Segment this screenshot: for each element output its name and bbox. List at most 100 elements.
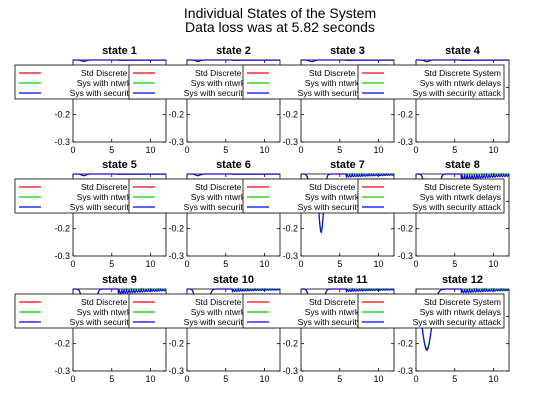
x-tick-label: 0 bbox=[70, 259, 75, 269]
subplot-title: state 7 bbox=[330, 159, 365, 171]
legend-label: Sys with security attack bbox=[70, 317, 159, 327]
x-tick-label: 5 bbox=[109, 145, 114, 155]
x-tick-label: 10 bbox=[145, 259, 155, 269]
y-tick-label: -0.2 bbox=[282, 339, 298, 349]
subplot-title: state 2 bbox=[216, 45, 251, 57]
subplot-title: state 9 bbox=[102, 274, 137, 286]
y-tick-label: -0.2 bbox=[54, 224, 70, 234]
x-tick-label: 5 bbox=[109, 374, 114, 384]
x-tick-label: 0 bbox=[413, 374, 418, 384]
series-security-attack bbox=[187, 59, 281, 62]
x-tick-label: 5 bbox=[337, 259, 342, 269]
legend-label: Std Discrete System bbox=[309, 297, 386, 307]
x-tick-label: 10 bbox=[145, 374, 155, 384]
x-tick-label: 0 bbox=[413, 145, 418, 155]
x-tick-label: 5 bbox=[337, 145, 342, 155]
legend-label: Sys with ntwrk delays bbox=[77, 192, 158, 202]
legend-label: Sys with ntwrk delays bbox=[191, 307, 272, 317]
legend-label: Sys with security attack bbox=[413, 317, 502, 327]
x-tick-label: 10 bbox=[373, 259, 383, 269]
legend-label: Sys with ntwrk delays bbox=[191, 78, 272, 88]
y-tick-label: -0.2 bbox=[282, 224, 298, 234]
series-security-attack bbox=[73, 59, 167, 62]
y-tick-label: -0.3 bbox=[168, 366, 184, 376]
x-tick-label: 0 bbox=[298, 145, 303, 155]
x-tick-label: 10 bbox=[488, 374, 498, 384]
legend-label: Std Discrete System bbox=[195, 182, 272, 192]
legend-label: Sys with security attack bbox=[413, 88, 502, 98]
legend-label: Sys with ntwrk delays bbox=[305, 307, 386, 317]
legend-label: Sys with ntwrk delays bbox=[77, 307, 158, 317]
legend-label: Sys with security attack bbox=[413, 202, 502, 212]
series-security-attack bbox=[416, 59, 510, 63]
legend-label: Std Discrete System bbox=[81, 68, 158, 78]
legend-label: Std Discrete System bbox=[195, 297, 272, 307]
x-tick-label: 10 bbox=[259, 374, 269, 384]
x-tick-label: 10 bbox=[488, 259, 498, 269]
x-tick-label: 5 bbox=[452, 374, 457, 384]
legend-label: Sys with security attack bbox=[298, 202, 387, 212]
subplot-title: state 10 bbox=[213, 274, 254, 286]
subplot-title: state 6 bbox=[216, 159, 251, 171]
y-tick-label: -0.3 bbox=[54, 137, 70, 147]
y-tick-label: -0.2 bbox=[168, 110, 184, 120]
subplot-title: state 5 bbox=[102, 159, 137, 171]
y-tick-label: -0.3 bbox=[397, 137, 413, 147]
subplot-title: state 12 bbox=[442, 274, 483, 286]
series-security-attack bbox=[73, 173, 167, 177]
y-tick-label: -0.2 bbox=[397, 339, 413, 349]
x-tick-label: 10 bbox=[488, 145, 498, 155]
x-tick-label: 10 bbox=[373, 374, 383, 384]
legend-label: Sys with security attack bbox=[298, 317, 387, 327]
legend-label: Sys with security attack bbox=[70, 202, 159, 212]
x-tick-label: 0 bbox=[184, 259, 189, 269]
y-tick-label: -0.3 bbox=[282, 366, 298, 376]
y-tick-label: -0.2 bbox=[282, 110, 298, 120]
y-tick-label: -0.3 bbox=[168, 251, 184, 261]
x-tick-label: 5 bbox=[452, 145, 457, 155]
y-tick-label: -0.2 bbox=[397, 110, 413, 120]
y-tick-label: -0.3 bbox=[168, 137, 184, 147]
x-tick-label: 5 bbox=[337, 374, 342, 384]
subplot-title: state 11 bbox=[327, 274, 367, 286]
legend-label: Std Discrete System bbox=[81, 297, 158, 307]
subplot-title: state 3 bbox=[330, 45, 365, 57]
y-tick-label: -0.3 bbox=[282, 251, 298, 261]
legend-label: Sys with ntwrk delays bbox=[420, 307, 501, 317]
figure-subtitle: Data loss was at 5.82 seconds bbox=[185, 19, 375, 35]
subplot-title: state 4 bbox=[445, 45, 481, 57]
x-tick-label: 0 bbox=[298, 374, 303, 384]
legend-label: Sys with ntwrk delays bbox=[191, 192, 272, 202]
series-security-attack bbox=[187, 173, 281, 177]
y-tick-label: -0.2 bbox=[168, 339, 184, 349]
legend-label: Sys with security attack bbox=[184, 317, 273, 327]
y-tick-label: -0.3 bbox=[54, 366, 70, 376]
legend-label: Sys with ntwrk delays bbox=[305, 192, 386, 202]
y-tick-label: -0.2 bbox=[54, 110, 70, 120]
x-tick-label: 0 bbox=[413, 259, 418, 269]
x-tick-label: 0 bbox=[184, 374, 189, 384]
x-tick-label: 5 bbox=[223, 259, 228, 269]
legend-label: Std Discrete System bbox=[424, 297, 501, 307]
legend-label: Sys with security attack bbox=[70, 88, 159, 98]
x-tick-label: 10 bbox=[145, 145, 155, 155]
legend-label: Std Discrete System bbox=[81, 182, 158, 192]
legend-label: Sys with security attack bbox=[298, 88, 387, 98]
y-tick-label: -0.3 bbox=[282, 137, 298, 147]
x-tick-label: 10 bbox=[259, 145, 269, 155]
x-tick-label: 10 bbox=[259, 259, 269, 269]
x-tick-label: 5 bbox=[109, 259, 114, 269]
x-tick-label: 5 bbox=[452, 259, 457, 269]
x-tick-label: 5 bbox=[223, 145, 228, 155]
